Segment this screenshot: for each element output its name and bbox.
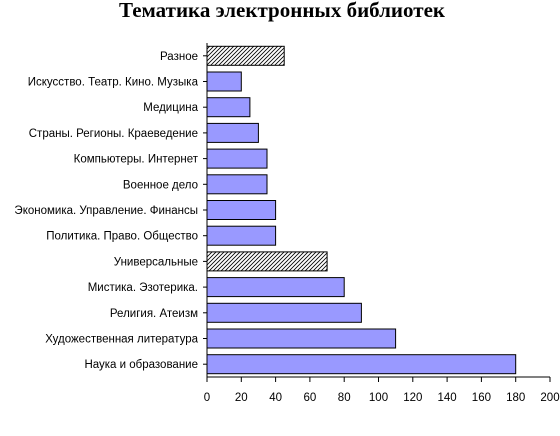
- category-label: Экономика. Управление. Финансы: [14, 205, 198, 217]
- category-label: Религия. Атеизм: [110, 308, 198, 320]
- bar-8: [206, 225, 277, 246]
- category-label: Универсальные: [114, 256, 198, 268]
- category-label: Политика. Право. Общество: [46, 231, 198, 243]
- x-tick-label: 120: [403, 392, 422, 404]
- category-label: Мистика. Эзотерика.: [88, 282, 198, 294]
- category-label: Медицина: [143, 102, 198, 114]
- x-tick-label: 140: [438, 392, 457, 404]
- bar-10: [206, 277, 345, 298]
- bar-13: [206, 354, 517, 375]
- bar-9: [206, 251, 328, 272]
- category-label: Художественная литература: [45, 334, 198, 346]
- category-label: Компьютеры. Интернет: [74, 154, 199, 166]
- category-label: Военное дело: [123, 179, 198, 191]
- chart-title: Тематика электронных библиотек: [119, 0, 446, 22]
- x-tick-label: 20: [235, 392, 248, 404]
- bar-1: [206, 45, 285, 66]
- bar-3: [206, 97, 251, 118]
- bar-4: [206, 122, 259, 143]
- bar-7: [206, 200, 277, 220]
- x-tick-label: 0: [204, 392, 210, 404]
- bar-2: [206, 71, 242, 92]
- bar-6: [206, 174, 268, 195]
- x-tick-label: 200: [540, 392, 559, 404]
- category-label: Разное: [160, 51, 198, 63]
- bar-5: [206, 148, 268, 169]
- category-label: Искусство. Театр. Кино. Музыка: [28, 77, 199, 89]
- x-tick-label: 60: [304, 392, 317, 404]
- x-tick-label: 160: [472, 392, 491, 404]
- plot-area: Разное Искусство. Театр. Кино. Музыка Меди…: [14, 43, 560, 404]
- bar-11: [206, 302, 362, 323]
- bar-12: [206, 328, 397, 349]
- category-label: Страны. Регионы. Краеведение: [29, 128, 198, 140]
- x-tick-label: 100: [369, 392, 388, 404]
- x-tick-label: 40: [269, 392, 282, 404]
- x-tick-label: 180: [506, 392, 525, 404]
- category-label: Наука и образование: [84, 359, 198, 371]
- x-tick-label: 80: [338, 392, 351, 404]
